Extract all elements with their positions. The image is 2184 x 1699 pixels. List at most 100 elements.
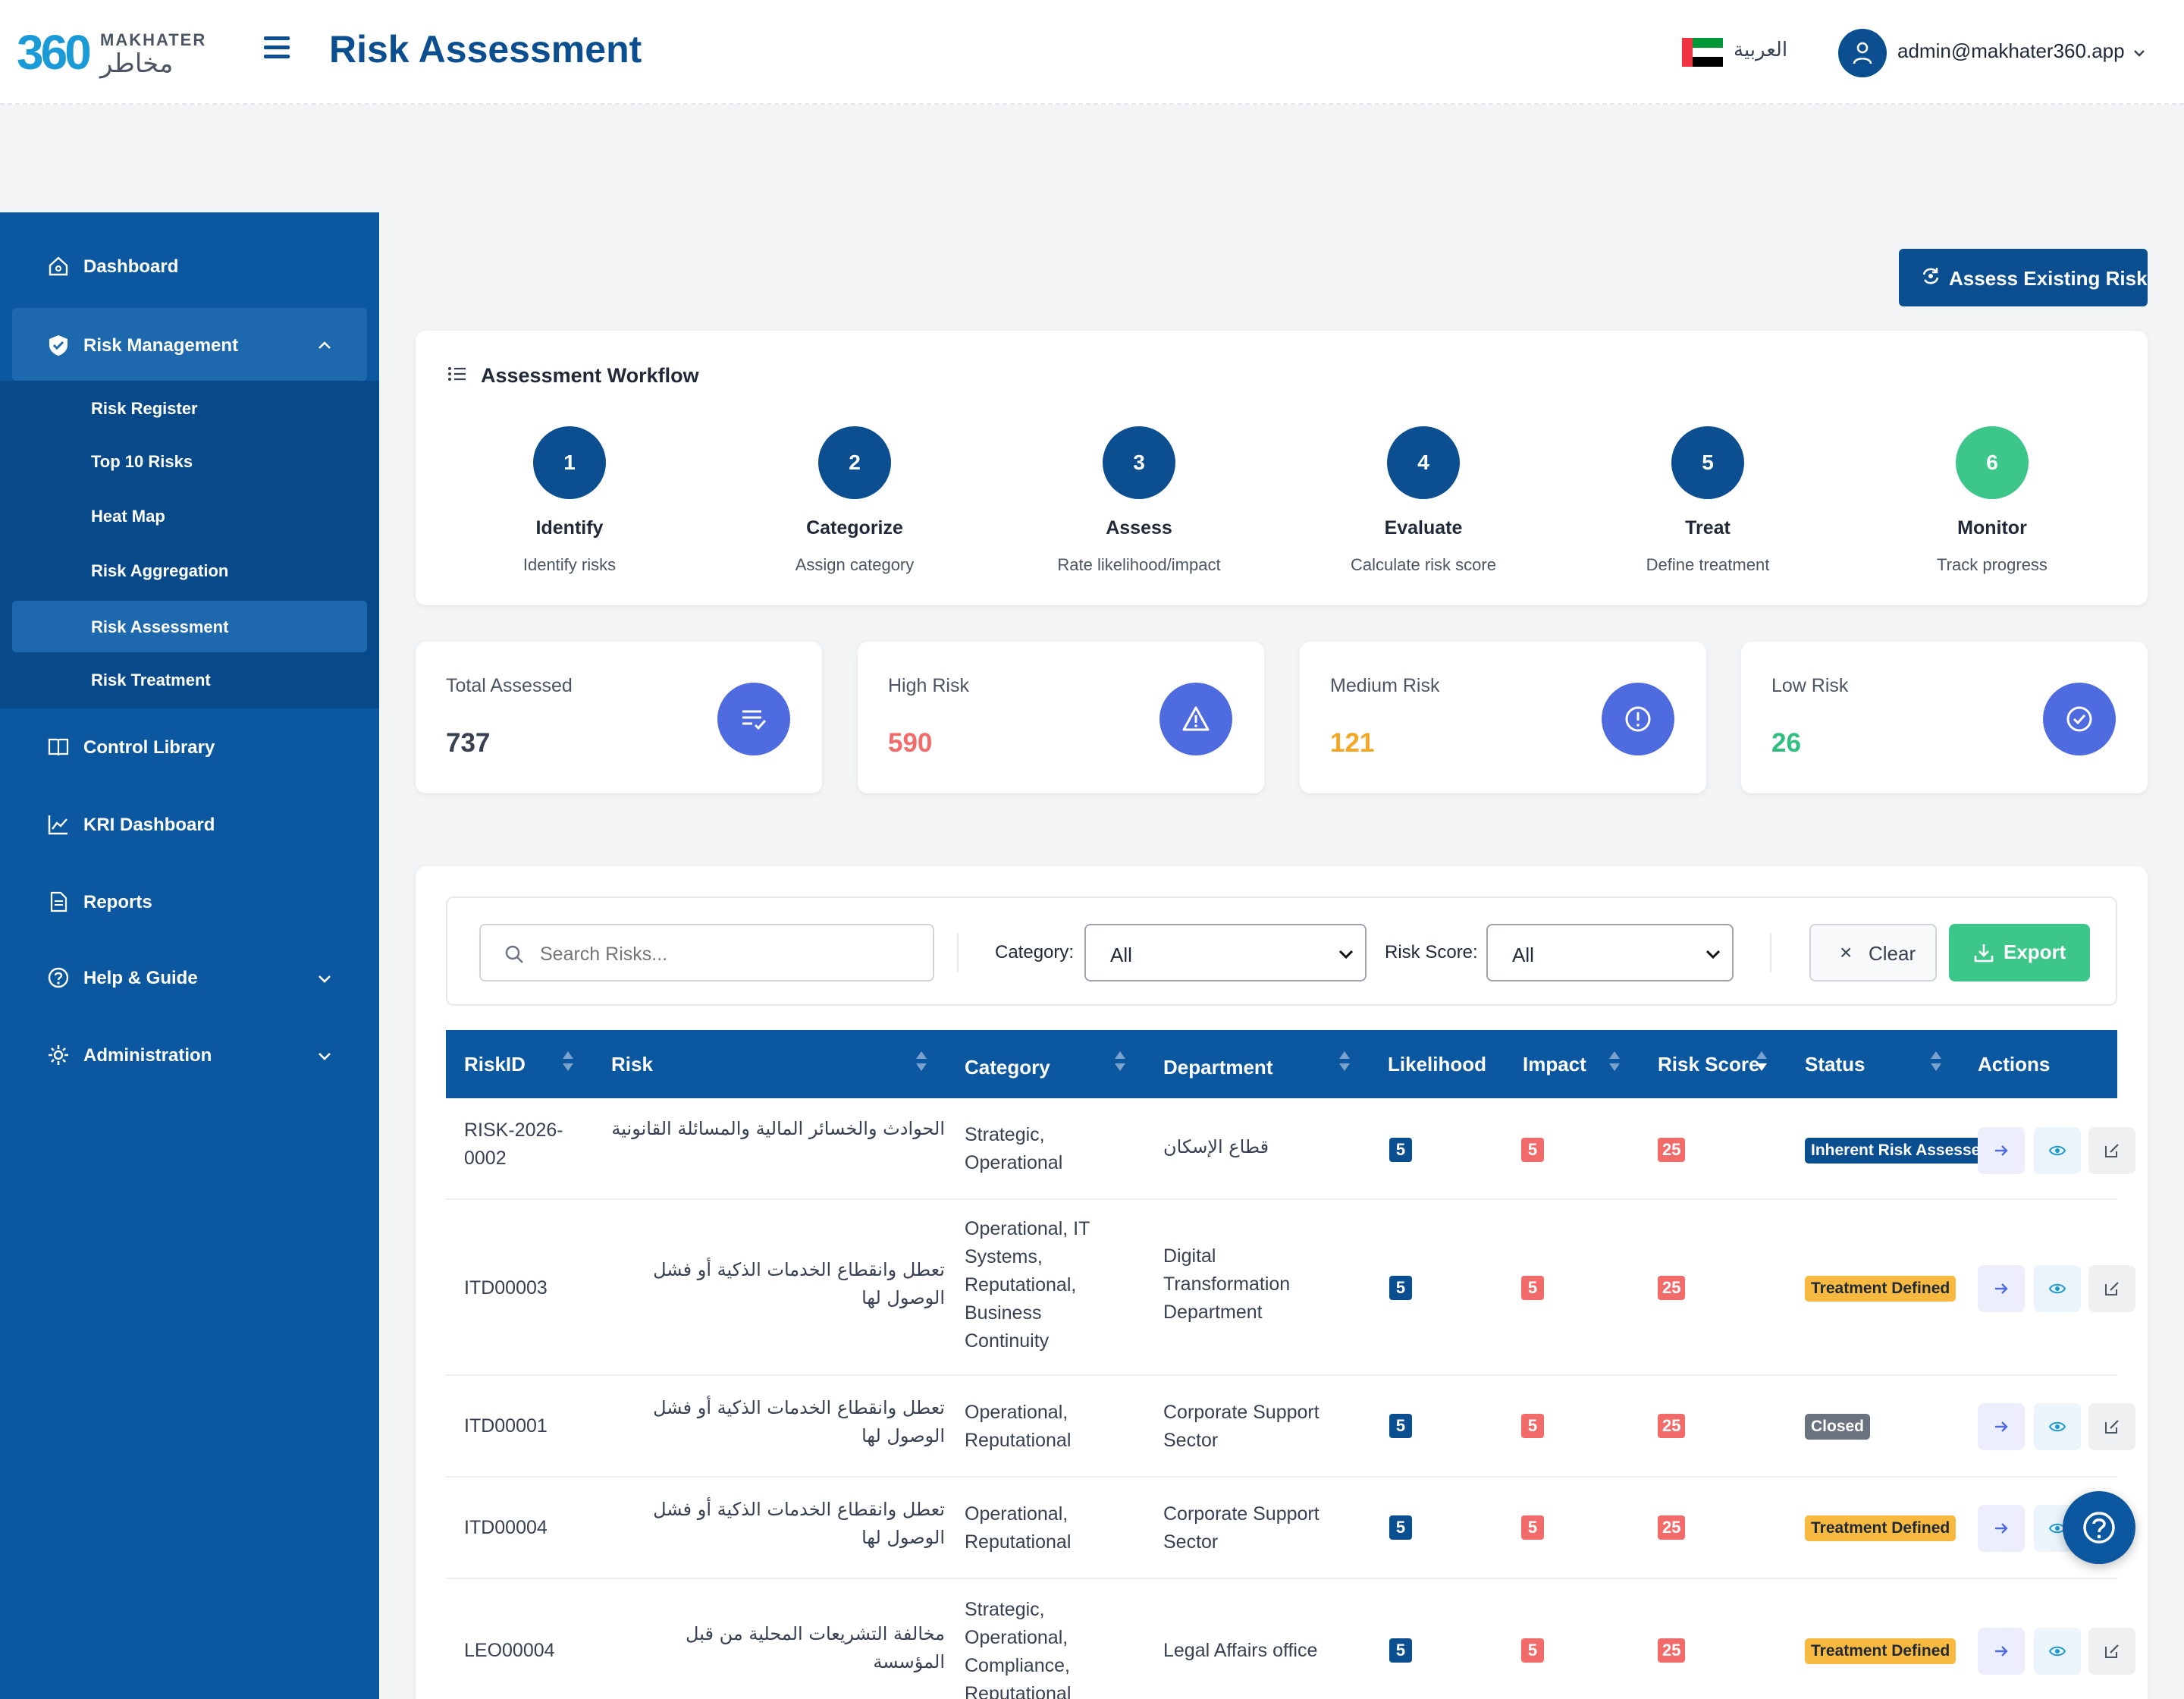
sidebar-item-dashboard[interactable]: Dashboard <box>12 229 367 302</box>
sidebar-item-risk-aggregation[interactable]: Risk Aggregation <box>12 545 367 596</box>
sort-icon[interactable] <box>563 1051 573 1076</box>
cell-category: Operational, Reputational <box>965 1402 1072 1451</box>
assess-action-button[interactable] <box>1978 1628 2025 1675</box>
column-header-risk-score[interactable]: Risk Score <box>1658 1053 1760 1076</box>
language-switch[interactable]: العربية <box>1734 38 1788 61</box>
sort-desc-icon[interactable] <box>1756 1051 1767 1076</box>
sidebar-item-reports[interactable]: Reports <box>12 865 367 937</box>
sidebar-item-risk-register[interactable]: Risk Register <box>12 382 367 434</box>
risk-score-badge: 25 <box>1658 1276 1686 1300</box>
exclamation-circle-icon <box>1602 683 1674 755</box>
sidebar-item-administration[interactable]: Administration <box>12 1018 367 1091</box>
sidebar-item-control-library[interactable]: Control Library <box>12 710 367 783</box>
view-action-button[interactable] <box>2034 1127 2081 1174</box>
assess-existing-risk-button[interactable]: Assess Existing Risk <box>1899 249 2148 306</box>
step-number: 4 <box>1387 426 1460 499</box>
table-row[interactable]: ITD00004 تعطل وانقطاع الخدمات الذكية أو … <box>446 1478 2117 1579</box>
column-header-department[interactable]: Department <box>1163 1056 1273 1079</box>
logo-text-en: MAKHATER <box>100 30 207 49</box>
step-number: 1 <box>533 426 606 499</box>
cell-risk: تعطل وانقطاع الخدمات الذكية أو فشل الوصو… <box>653 1499 945 1548</box>
column-header-impact[interactable]: Impact <box>1523 1053 1586 1076</box>
column-header-status[interactable]: Status <box>1805 1053 1866 1076</box>
help-circle-icon <box>48 967 69 988</box>
step-name: Assess <box>1106 517 1172 539</box>
step-name: Monitor <box>1957 517 2027 539</box>
list-icon <box>448 367 466 381</box>
risk-table-card: Category: All Risk Score: All × Clear Ex… <box>416 866 2148 1699</box>
category-select[interactable]: All <box>1084 924 1367 981</box>
assess-action-button[interactable] <box>1978 1403 2025 1450</box>
edit-icon <box>2105 1420 2119 1434</box>
view-action-button[interactable] <box>2034 1628 2081 1675</box>
sort-icon[interactable] <box>1115 1051 1125 1076</box>
sidebar-item-label: Top 10 Risks <box>91 452 193 471</box>
sidebar-item-top-10-risks[interactable]: Top 10 Risks <box>12 435 367 487</box>
sidebar-item-label: Reports <box>83 892 152 912</box>
edit-action-button[interactable] <box>2088 1403 2135 1450</box>
sidebar-item-risk-assessment[interactable]: Risk Assessment <box>12 601 367 652</box>
sidebar-item-help-guide[interactable]: Help & Guide <box>12 941 367 1013</box>
cell-department: Corporate Support Sector <box>1163 1503 1320 1553</box>
search-box[interactable] <box>479 924 934 981</box>
view-action-button[interactable] <box>2034 1403 2081 1450</box>
menu-toggle-icon[interactable] <box>264 36 290 59</box>
stat-value: 26 <box>1771 728 1801 758</box>
risk-score-select[interactable]: All <box>1486 924 1734 981</box>
download-icon <box>1974 944 1994 963</box>
eye-icon <box>2049 1283 2066 1294</box>
edit-icon <box>2105 1644 2119 1658</box>
export-button[interactable]: Export <box>1949 924 2090 981</box>
sidebar-item-label: Help & Guide <box>83 968 198 988</box>
home-icon <box>49 256 68 276</box>
sort-icon[interactable] <box>1339 1051 1350 1076</box>
stat-label: High Risk <box>888 675 969 696</box>
table-row[interactable]: ITD00001 تعطل وانقطاع الخدمات الذكية أو … <box>446 1376 2135 1478</box>
check-circle-icon <box>2043 683 2116 755</box>
uae-flag-icon[interactable] <box>1682 38 1723 67</box>
sidebar-item-kri-dashboard[interactable]: KRI Dashboard <box>12 787 367 860</box>
table-row[interactable]: LEO00004 مخالفة التشريعات المحلية من قبل… <box>446 1579 2135 1699</box>
impact-badge: 5 <box>1521 1414 1544 1438</box>
status-badge: Treatment Defined <box>1805 1515 1956 1541</box>
close-icon: × <box>1840 941 1853 964</box>
edit-action-button[interactable] <box>2088 1265 2135 1312</box>
sidebar-item-risk-management[interactable]: Risk Management <box>12 308 367 381</box>
workflow-step-identify: 1 Identify Identify risks <box>433 426 706 593</box>
sort-icon[interactable] <box>916 1051 927 1076</box>
edit-action-button[interactable] <box>2088 1628 2135 1675</box>
cell-category: Strategic, Operational, Compliance, Repu… <box>965 1599 1072 1699</box>
table-row[interactable]: RISK-2026- 0002 الحوادث والخسائر المالية… <box>446 1098 2135 1200</box>
user-menu[interactable]: admin@makhater360.app <box>1897 39 2145 63</box>
search-input[interactable] <box>540 939 919 969</box>
table-row[interactable]: ITD00003 تعطل وانقطاع الخدمات الذكية أو … <box>446 1200 2135 1376</box>
assess-action-button[interactable] <box>1978 1127 2025 1174</box>
assess-action-button[interactable] <box>1978 1265 2025 1312</box>
app-logo[interactable]: 360 MAKHATER مخاطر <box>17 26 205 79</box>
view-action-button[interactable] <box>2034 1265 2081 1312</box>
document-icon <box>50 891 67 912</box>
edit-action-button[interactable] <box>2088 1127 2135 1174</box>
cell-risk: تعطل وانقطاع الخدمات الذكية أو فشل الوصو… <box>653 1397 945 1446</box>
help-floating-button[interactable] <box>2063 1491 2135 1564</box>
assess-action-button[interactable] <box>1978 1505 2025 1552</box>
sort-icon[interactable] <box>1609 1051 1620 1076</box>
column-header-category[interactable]: Category <box>965 1056 1050 1079</box>
cell-risk: الحوادث والخسائر المالية والمسائلة القان… <box>611 1118 945 1139</box>
column-header-likelihood[interactable]: Likelihood <box>1388 1053 1486 1076</box>
filter-bar: Category: All Risk Score: All × Clear Ex… <box>446 897 2117 1006</box>
sort-icon[interactable] <box>1931 1051 1941 1076</box>
stat-value: 737 <box>446 728 491 758</box>
stat-label: Medium Risk <box>1330 675 1440 696</box>
cell-department: Digital Transformation Department <box>1163 1245 1291 1323</box>
user-avatar-icon[interactable] <box>1838 29 1887 77</box>
sidebar-item-risk-treatment[interactable]: Risk Treatment <box>12 654 367 705</box>
sidebar-item-heat-map[interactable]: Heat Map <box>12 490 367 542</box>
column-header-risk[interactable]: Risk <box>611 1053 653 1076</box>
step-name: Categorize <box>806 517 903 539</box>
chevron-down-icon <box>2133 50 2145 57</box>
clear-button[interactable]: × Clear <box>1809 924 1937 981</box>
filter-divider <box>957 933 959 972</box>
step-number: 3 <box>1103 426 1175 499</box>
column-header-riskid[interactable]: RiskID <box>464 1053 526 1076</box>
